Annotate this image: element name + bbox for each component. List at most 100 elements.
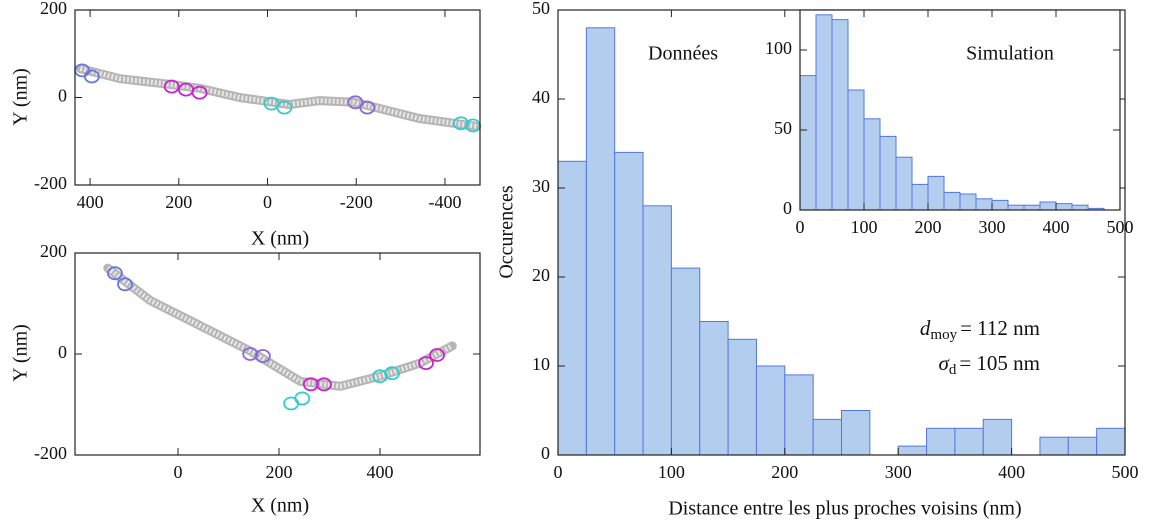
hist-bar [727, 338, 757, 456]
protein [384, 366, 401, 381]
stat-subscript: moy [930, 327, 957, 343]
hist-bar [1055, 203, 1073, 211]
x-tick-label: 0 [554, 462, 563, 482]
hist-bar [847, 89, 865, 211]
protein [359, 100, 376, 115]
hist-bar [954, 427, 984, 456]
hist-bar [1067, 436, 1098, 456]
hist-bar [812, 418, 843, 456]
x-axis-label: Distance entre les plus proches voisins … [668, 498, 1021, 520]
y-tick-label: 30 [532, 176, 550, 196]
x-tick-label: 200 [165, 192, 192, 212]
hist-bar [897, 445, 928, 456]
hist-bar [1007, 204, 1025, 211]
y-tick-label: 0 [58, 342, 67, 362]
hist-bar [699, 321, 729, 456]
y-tick-label: 200 [40, 0, 67, 18]
protein [254, 349, 271, 363]
dna-strand-texture [106, 266, 454, 389]
y-tick-label: 10 [532, 354, 550, 374]
x-tick-label: 200 [915, 217, 942, 237]
protein [294, 391, 311, 406]
protein [191, 85, 208, 100]
x-tick-label: 0 [796, 217, 805, 237]
hist-bar [926, 427, 956, 456]
protein [453, 116, 469, 131]
x-tick-label: 300 [979, 217, 1006, 237]
hist-bar [557, 160, 587, 456]
protein [429, 348, 445, 362]
hist-bar [863, 118, 881, 211]
protein [106, 266, 123, 281]
stat-text: = 105 nm [959, 351, 1040, 375]
hist-bar [841, 410, 871, 456]
x-tick-label: 200 [771, 462, 798, 482]
dna-strand [75, 64, 482, 131]
hist-bar [670, 267, 701, 456]
plot-frame [74, 9, 481, 186]
hist-bar [991, 199, 1009, 211]
x-tick-label: 500 [1112, 462, 1139, 482]
dna-strand [103, 263, 457, 391]
panel-label: Données [648, 43, 718, 65]
hist-bar [585, 27, 616, 456]
protein [163, 79, 180, 94]
y-axis-label: Occurences [496, 185, 518, 278]
hist-bar [879, 135, 897, 211]
hist-bar [1039, 436, 1069, 456]
stat-text: = 112 nm [960, 316, 1040, 340]
hist-bar [895, 156, 913, 211]
y-tick-label: -200 [34, 443, 67, 463]
y-tick-label: 20 [532, 265, 550, 285]
statistic: dmoy = 112 nm [920, 316, 1040, 344]
x-tick-label: 0 [263, 192, 272, 212]
protein [276, 100, 293, 115]
hist-bar [784, 374, 814, 456]
y-tick-label: 0 [783, 198, 792, 218]
plot-frame [74, 252, 481, 456]
x-tick-label: 400 [77, 192, 104, 212]
x-tick-label: -200 [340, 192, 373, 212]
y-tick-label: 100 [765, 38, 792, 58]
x-tick-label: 400 [367, 462, 394, 482]
hist-bar [1096, 427, 1126, 456]
x-tick-label: 500 [1107, 217, 1134, 237]
x-tick-label: 100 [851, 217, 878, 237]
hist-bar [1023, 204, 1041, 211]
protein [418, 356, 434, 370]
protein [83, 69, 100, 84]
stat-symbol: σ [938, 351, 950, 375]
x-tick-label: -400 [428, 192, 461, 212]
x-tick-label: 200 [266, 462, 293, 482]
y-axis-label: Y (nm) [10, 324, 32, 382]
hist-bar [982, 418, 1013, 456]
x-tick-label: 300 [885, 462, 912, 482]
hist-bar [959, 193, 977, 211]
hist-bar [614, 151, 644, 456]
hist-bar [831, 19, 849, 211]
x-tick-label: 400 [1043, 217, 1070, 237]
y-tick-label: 200 [40, 241, 67, 261]
hist-bar [815, 14, 833, 211]
hist-bar [943, 191, 961, 211]
y-tick-label: 50 [532, 0, 550, 18]
plot-frame [799, 9, 1121, 211]
protein [316, 377, 332, 392]
y-tick-label: 50 [774, 118, 792, 138]
protein [117, 277, 133, 292]
y-tick-label: 0 [541, 443, 550, 463]
x-axis-label: X (nm) [251, 495, 309, 517]
y-axis-label: Y (nm) [10, 68, 32, 126]
stat-subscript: d [949, 362, 957, 378]
hist-bar [927, 175, 945, 211]
y-tick-label: 40 [532, 87, 550, 107]
hist-bar [975, 198, 993, 211]
x-tick-label: 400 [998, 462, 1025, 482]
hist-bar [1071, 204, 1089, 211]
hist-bar [799, 75, 817, 211]
x-tick-label: 0 [174, 462, 183, 482]
hist-bar [1039, 201, 1057, 211]
y-tick-label: -200 [34, 173, 67, 193]
